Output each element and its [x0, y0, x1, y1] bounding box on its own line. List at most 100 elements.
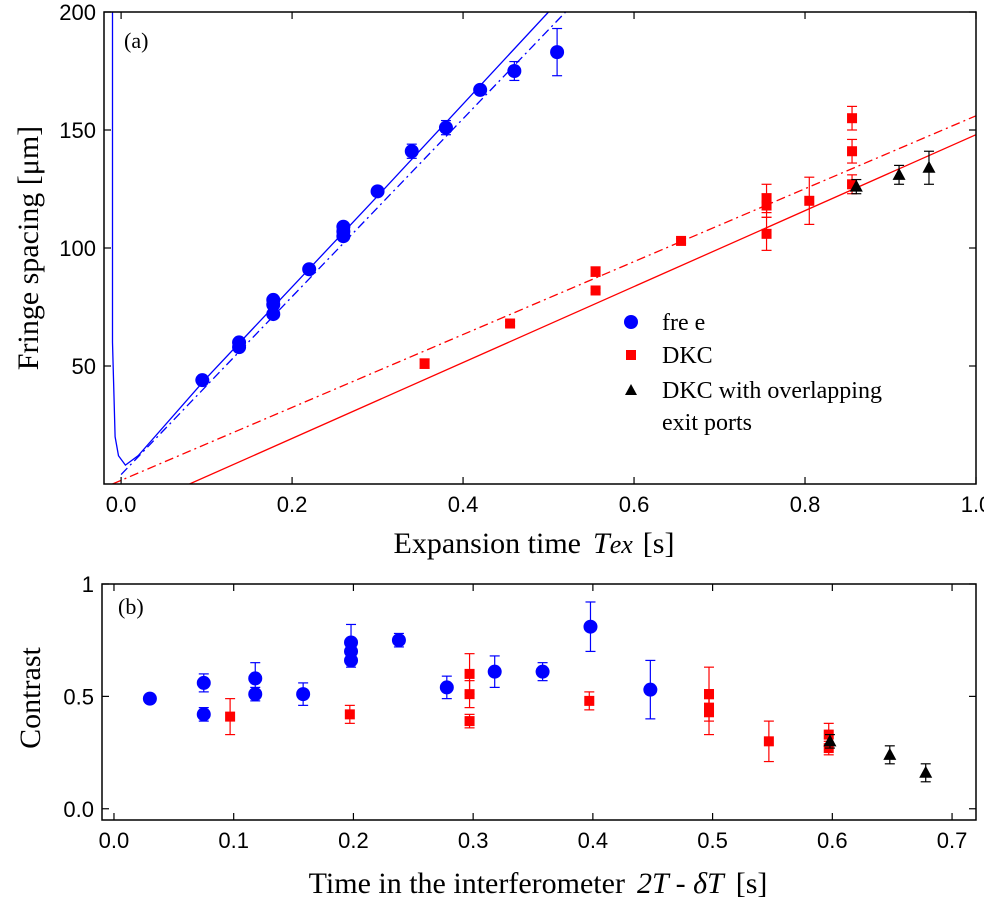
panel-a-frame	[103, 11, 977, 485]
data-point	[892, 167, 906, 180]
x-tick-label: 0.6	[619, 492, 650, 517]
panel-a-xlabel-text: Expansion time	[394, 527, 581, 560]
y-tick-label: 0.0	[63, 797, 94, 822]
data-point	[464, 716, 475, 727]
x-tick-label: 0.0	[106, 492, 137, 517]
panel-b-xlabel-formula: 2T - δT	[637, 867, 726, 900]
data-point	[590, 285, 601, 296]
panel-b-frame	[101, 583, 977, 821]
data-point	[336, 219, 351, 234]
y-tick-label: 100	[59, 236, 96, 261]
legend-marker-free	[624, 315, 638, 329]
data-point	[302, 262, 317, 277]
panel-b-ticks: 0.0 0.1 0.2 0.3 0.4 0.5 0.6 0.7 0.0 0.5 1	[63, 572, 976, 853]
panel-b-xlabel-unit: [s]	[736, 867, 768, 900]
legend: fre e DKC DKC with overlapping exit ports	[624, 310, 882, 436]
data-point	[464, 668, 475, 679]
data-point	[922, 160, 936, 173]
legend-label-free: fre e	[662, 310, 705, 336]
panel-a-fit-lines	[111, 12, 976, 484]
data-point	[296, 687, 311, 702]
data-point	[849, 179, 863, 192]
y-tick-label: 150	[59, 118, 96, 143]
data-point	[473, 82, 488, 97]
fit-line	[111, 12, 549, 467]
fit-line	[120, 12, 567, 476]
data-point	[248, 671, 263, 686]
x-tick-label: 0.4	[578, 828, 609, 853]
x-tick-label: 0.2	[277, 492, 308, 517]
data-point	[763, 736, 774, 747]
data-point	[195, 373, 210, 388]
data-point	[919, 765, 933, 778]
panel-b-xlabel-text: Time in the interferometer	[309, 867, 625, 900]
data-point	[761, 193, 772, 204]
data-point	[232, 335, 247, 350]
x-tick-label: 0.1	[218, 828, 249, 853]
data-point	[847, 179, 858, 190]
data-point	[464, 689, 475, 700]
legend-label-line: DKC with overlapping	[662, 378, 882, 404]
panel-a-xlabel-var: T	[593, 527, 612, 560]
data-point	[676, 235, 687, 246]
data-point	[590, 266, 601, 277]
data-point	[583, 619, 598, 634]
panel-a-xlabel: Expansion time Tex [s]	[394, 527, 675, 560]
x-tick-label: 0.5	[697, 828, 728, 853]
data-point	[370, 184, 385, 199]
legend-label-dkc-overlap: DKC with overlapping exit ports	[662, 378, 882, 436]
y-tick-label: 0.5	[63, 684, 94, 709]
data-point	[704, 707, 715, 718]
panel-b-label: (b)	[118, 594, 144, 619]
x-tick-label: 1.0	[961, 492, 984, 517]
legend-marker-dkc	[626, 350, 636, 360]
legend-label-dkc: DKC	[662, 343, 713, 369]
x-tick-label: 0.8	[790, 492, 821, 517]
data-point	[804, 195, 815, 206]
data-point	[847, 113, 858, 124]
legend-label-line: exit ports	[662, 410, 752, 436]
x-tick-label: 0.4	[448, 492, 479, 517]
panel-a-ticks: 0.0 0.2 0.4 0.6 0.8 1.0 50 100 150 200	[59, 0, 984, 517]
data-point	[391, 633, 406, 648]
panel-a-xlabel-sub: ex	[610, 530, 634, 559]
data-point	[823, 734, 837, 747]
y-tick-label: 50	[72, 354, 96, 379]
data-point	[505, 318, 516, 329]
data-point	[439, 680, 454, 695]
panel-a-label: (a)	[124, 28, 148, 53]
x-tick-label: 0.3	[458, 828, 489, 853]
data-point	[248, 687, 263, 702]
data-point	[344, 709, 355, 720]
data-point	[550, 45, 565, 60]
data-point	[142, 691, 157, 706]
fit-line	[189, 134, 976, 484]
data-point	[487, 664, 502, 679]
panel-b: 0.0 0.1 0.2 0.3 0.4 0.5 0.6 0.7 0.0 0.5 1 (b) Cont…	[14, 572, 977, 900]
x-tick-label: 0.6	[817, 828, 848, 853]
data-point	[438, 120, 453, 135]
data-point	[419, 358, 430, 369]
data-point	[584, 695, 595, 706]
data-point	[266, 292, 281, 307]
data-point	[404, 144, 419, 159]
legend-marker-dkc-overlap	[625, 384, 637, 395]
x-tick-label: 0.7	[937, 828, 968, 853]
fit-line	[112, 115, 976, 484]
panel-a-data-points	[195, 27, 936, 388]
y-tick-label: 1	[82, 572, 94, 597]
panel-b-data-points	[142, 601, 933, 783]
panel-b-xlabel: Time in the interferometer 2T - δT [s]	[309, 867, 768, 900]
data-point	[196, 707, 211, 722]
x-tick-label: 0.0	[99, 828, 130, 853]
y-tick-label: 200	[59, 0, 96, 25]
data-point	[196, 675, 211, 690]
data-point	[883, 747, 897, 760]
panel-a-ylabel: Fringe spacing [μm]	[12, 126, 45, 370]
panel-b-ylabel: Contrast	[14, 647, 47, 749]
data-point	[535, 664, 550, 679]
data-point	[847, 146, 858, 157]
x-tick-label: 0.2	[338, 828, 369, 853]
data-point	[507, 64, 522, 78]
